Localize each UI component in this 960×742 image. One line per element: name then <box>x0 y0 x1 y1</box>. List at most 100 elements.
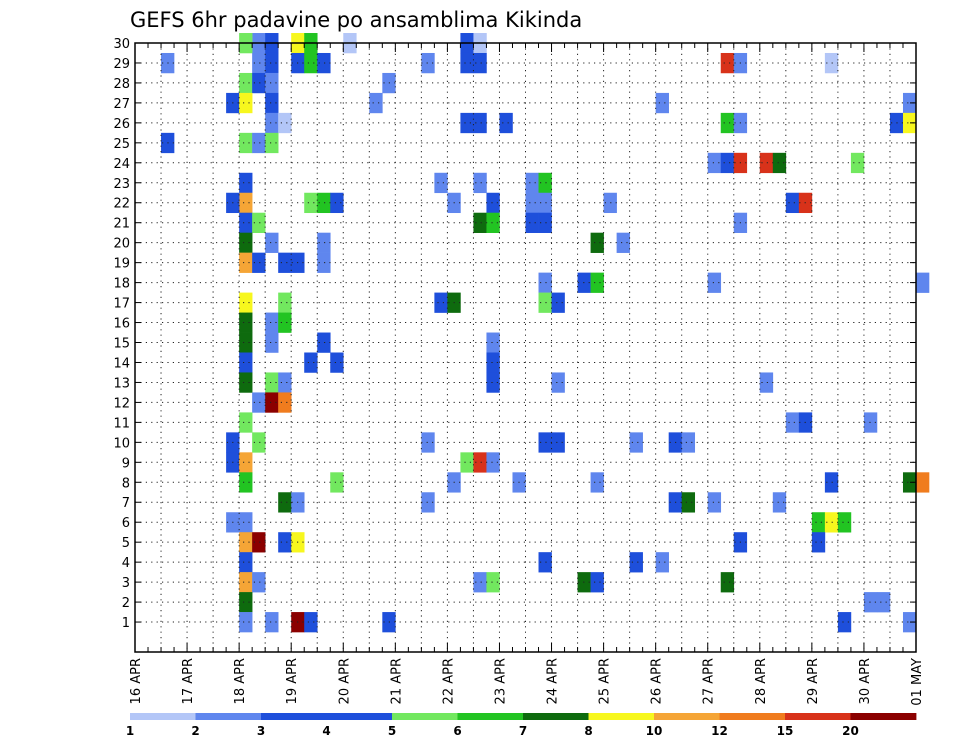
heatmap-cell <box>473 572 487 593</box>
y-tick-label: 18 <box>113 277 130 292</box>
colorbar-label: 4 <box>322 724 330 738</box>
x-tick-label: 30 APR <box>858 658 873 704</box>
y-tick-label: 2 <box>122 596 130 611</box>
x-tick-label: 20 APR <box>337 658 352 704</box>
heatmap-cell <box>278 392 292 413</box>
heatmap-cell <box>655 552 669 573</box>
x-tick-label: 23 APR <box>493 658 508 704</box>
heatmap-cell <box>252 392 266 413</box>
heatmap-cell <box>590 232 604 253</box>
heatmap-cell <box>525 212 539 233</box>
heatmap-cell <box>916 472 930 493</box>
heatmap-cell <box>538 192 552 214</box>
heatmap-cell <box>278 492 292 513</box>
heatmap-cell <box>265 132 279 154</box>
x-axis-ticks: 16 APR 17 APR 18 APR 19 APR 20 APR 21 APR 22 A… <box>129 43 925 706</box>
heatmap-cell <box>902 92 917 114</box>
heatmap-cell <box>486 192 500 214</box>
colorbar-legend: 1 2 3 4 5 6 7 8 10 12 15 20 <box>126 713 917 738</box>
colorbar-swatch <box>785 713 851 720</box>
colorbar-label: 10 <box>646 724 663 738</box>
heatmap-cell <box>850 152 865 174</box>
heatmap-cell <box>265 312 279 333</box>
heatmap-cell <box>265 332 279 353</box>
heatmap-cell <box>837 612 852 633</box>
x-tick-label: 16 APR <box>129 658 144 704</box>
x-tick-label: 18 APR <box>233 658 248 704</box>
heatmap-cell <box>317 252 331 273</box>
heatmap-cell <box>330 192 344 214</box>
heatmap-cell <box>486 452 500 473</box>
colorbar-swatch <box>326 713 393 720</box>
y-tick-label: 17 <box>113 297 130 312</box>
heatmap-cell <box>239 212 253 233</box>
heatmap-cell <box>538 552 552 573</box>
colorbar-swatch <box>261 713 327 720</box>
y-tick-label: 23 <box>113 177 130 192</box>
heatmap-cell <box>551 432 565 453</box>
heatmap-cell <box>460 452 474 473</box>
colorbar-swatch <box>457 713 524 720</box>
colorbar-label: 6 <box>453 724 461 738</box>
heatmap-cell <box>239 452 253 473</box>
heatmap-cell <box>421 52 435 74</box>
dotted-grid <box>135 42 916 652</box>
heatmap-cell <box>330 352 344 373</box>
heatmap-cell <box>473 452 487 473</box>
heatmap-cell <box>278 372 292 393</box>
y-tick-label: 22 <box>113 197 130 212</box>
heatmap-cell <box>824 512 839 533</box>
heatmap-cell <box>252 72 266 94</box>
heatmap-cell <box>486 372 500 393</box>
heatmap-cell <box>239 92 253 114</box>
heatmap-cell <box>681 492 696 513</box>
heatmap-cell <box>317 332 331 353</box>
x-tick-label: 25 APR <box>598 658 613 704</box>
heatmap-cell <box>239 552 253 573</box>
heatmap-cell <box>317 192 331 214</box>
heatmap-cell <box>239 532 253 553</box>
heatmap-cell <box>902 112 917 134</box>
heatmap-cell <box>239 592 253 613</box>
heatmap-cell <box>434 172 448 194</box>
colorbar-label: 2 <box>191 724 199 738</box>
colorbar-swatch <box>523 713 589 720</box>
heatmap-cell <box>538 432 552 453</box>
colorbar-label: 15 <box>777 724 794 738</box>
y-tick-label: 24 <box>113 157 130 172</box>
x-tick-label: 28 APR <box>754 658 769 704</box>
heatmap-cell <box>538 292 552 313</box>
heatmap-cell <box>811 532 826 553</box>
heatmap-cell <box>916 272 930 293</box>
heatmap-cell <box>369 92 383 114</box>
colorbar-swatch <box>195 713 262 720</box>
heatmap-cell <box>252 432 266 453</box>
heatmap-cell <box>239 172 253 194</box>
heatmap-cell <box>902 612 917 633</box>
y-tick-label: 4 <box>122 556 130 571</box>
heatmap-cell <box>720 152 735 174</box>
y-tick-label: 29 <box>113 57 130 72</box>
heatmap-cells <box>161 33 930 633</box>
x-tick-label: 21 APR <box>389 658 404 704</box>
y-tick-label: 1 <box>122 616 130 631</box>
heatmap-cell <box>902 472 917 493</box>
y-tick-label: 30 <box>113 37 130 52</box>
y-tick-label: 13 <box>113 376 130 391</box>
y-tick-label: 12 <box>113 396 130 411</box>
colorbar-label: 20 <box>842 724 859 738</box>
heatmap-cell <box>785 192 800 214</box>
y-axis-ticks: 1234567891011121314151617181920212223242… <box>113 37 916 631</box>
heatmap-cell <box>473 212 487 233</box>
heatmap-cell <box>239 412 253 433</box>
heatmap-cell <box>239 332 253 353</box>
heatmap-cell <box>590 272 604 293</box>
y-tick-label: 5 <box>122 536 130 551</box>
heatmap-cell <box>421 492 435 513</box>
heatmap-cell <box>239 72 253 94</box>
heatmap-cell <box>551 372 565 393</box>
heatmap-cell <box>590 472 604 493</box>
heatmap-cell <box>278 252 292 273</box>
heatmap-cell <box>252 532 266 553</box>
